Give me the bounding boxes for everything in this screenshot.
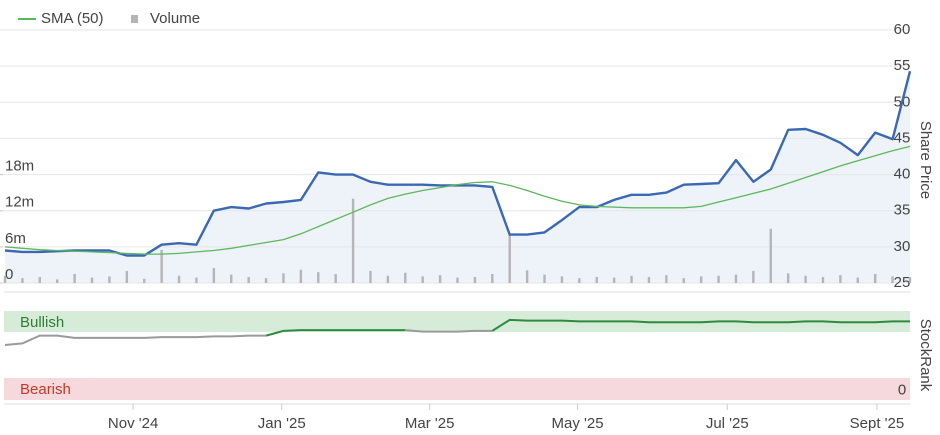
volume-bar (3, 275, 7, 283)
volume-bar (38, 276, 42, 283)
y-tick-label: 30 (894, 238, 911, 255)
legend-label: Volume (150, 10, 200, 27)
y-tick-label: 60 (894, 21, 911, 38)
volume-bar (717, 275, 720, 283)
volume-bar (264, 278, 268, 283)
volume-bar (299, 269, 303, 283)
volume-bar (752, 270, 755, 283)
volume-bar (125, 270, 129, 283)
stockrank-line (4, 334, 267, 346)
volume-bar (73, 273, 76, 283)
volume-bar (438, 275, 442, 283)
volume-bar (595, 276, 598, 283)
volume-bar (856, 277, 859, 283)
volume-bar (143, 278, 146, 283)
y-tick-label: 45 (894, 129, 911, 146)
price-area (5, 71, 910, 283)
volume-bar (404, 272, 407, 283)
stockrank-line (265, 329, 406, 337)
y2-tick-label: 12m (5, 194, 34, 211)
legend-square-swatch (131, 15, 138, 23)
stockrank-line (405, 329, 493, 333)
y2-tick-label: 0 (5, 266, 13, 283)
y-tick-label: 35 (894, 202, 911, 219)
y-axis-title: StockRank (917, 319, 934, 392)
volume-bar (177, 275, 181, 283)
x-tick-label: Jul '25 (706, 415, 749, 432)
volume-bar (612, 277, 616, 283)
bullish-label: Bullish (20, 314, 64, 331)
legend-label: SMA (50) (41, 10, 104, 27)
volume-bar (108, 276, 111, 283)
volume-bar (212, 267, 216, 283)
volume-bar (491, 273, 494, 283)
volume-bar (334, 273, 337, 283)
volume-bar (421, 276, 424, 283)
volume-bar (786, 273, 790, 283)
volume-bar (908, 276, 912, 283)
volume-bar (682, 278, 685, 283)
volume-bar (769, 228, 772, 283)
rank-tick-label: 0 (898, 382, 906, 399)
volume-bar (665, 275, 668, 283)
y-axis-title: Share Price (917, 121, 934, 199)
volume-bar (317, 272, 320, 283)
volume-bar (578, 278, 581, 283)
y2-tick-label: 6m (5, 230, 26, 247)
volume-bar (821, 276, 825, 283)
stockrank-line (491, 318, 910, 332)
volume-bar (230, 274, 233, 283)
volume-bar (508, 234, 511, 283)
volume-bar (543, 274, 546, 283)
bullish-band (4, 311, 910, 332)
y-tick-label: 25 (894, 274, 911, 291)
x-tick-label: May '25 (552, 415, 604, 432)
x-tick-label: Sept '25 (850, 415, 905, 432)
volume-bar (56, 279, 59, 283)
x-tick-label: Jan '25 (258, 415, 306, 432)
volume-bar (525, 270, 529, 283)
volume-bar (891, 276, 894, 283)
y2-tick-label: 18m (5, 158, 34, 175)
volume-bar (560, 276, 564, 283)
volume-bar (734, 274, 738, 283)
volume-bar (630, 275, 633, 283)
volume-bar (369, 270, 372, 283)
volume-bar (160, 249, 163, 283)
volume-bar (21, 278, 24, 283)
y-tick-label: 40 (894, 166, 911, 183)
volume-bar (699, 276, 703, 283)
volume-bar (873, 273, 877, 283)
price-line (4, 70, 912, 257)
volume-bar (647, 276, 651, 283)
x-tick-label: Mar '25 (405, 415, 455, 432)
volume-bar (386, 275, 390, 283)
volume-bar (473, 276, 477, 283)
y-tick-label: 55 (894, 57, 911, 74)
bearish-band (4, 378, 910, 400)
x-tick-label: Nov '24 (108, 415, 158, 432)
volume-bar (839, 275, 842, 283)
volume-bar (456, 277, 459, 283)
volume-bar (90, 277, 94, 283)
volume-bar (282, 273, 285, 283)
volume-bar (247, 276, 250, 283)
sma-line (4, 145, 911, 255)
volume-bar (351, 198, 355, 283)
volume-bar (195, 277, 198, 283)
volume-bar (804, 275, 807, 283)
bearish-label: Bearish (20, 381, 71, 398)
